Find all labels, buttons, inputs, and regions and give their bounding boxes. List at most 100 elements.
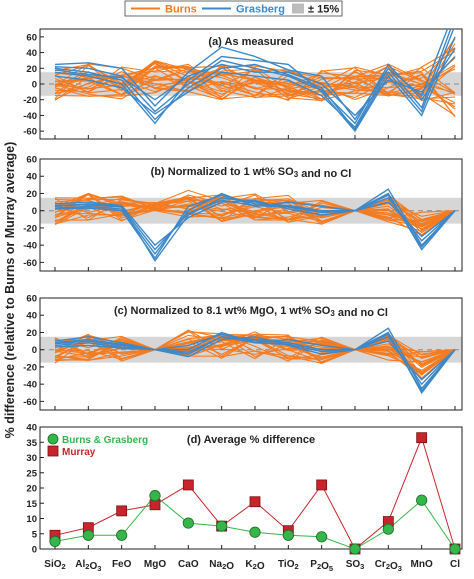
grasberg-series-line-4 — [54, 194, 456, 251]
grasberg-series-line-1 — [54, 192, 456, 255]
y-tick-label-2: 10 — [26, 514, 37, 525]
panel-title-a: (a) As measured — [208, 36, 293, 48]
y-tick-label-4: 20 — [26, 189, 37, 200]
y-tick-label-2: -20 — [23, 95, 37, 106]
x-tick-label-10: Cr2O3 — [375, 559, 402, 573]
burns-grasberg-point-6 — [249, 526, 261, 538]
burns-grasberg-point-9 — [349, 543, 361, 555]
panel-c: -60 -40 -20 0 20 40 60 (c) Normalized to 8.1 wt… — [23, 294, 463, 411]
x-tick-label-4: CaO — [178, 559, 199, 570]
y-tick-label-2: -20 — [23, 362, 37, 373]
y-tick-label-6: 60 — [26, 294, 37, 305]
y-tick-label-7: 35 — [26, 438, 37, 449]
panel-title-c: (c) Normalized to 8.1 wt% MgO, 1 wt% SO3… — [114, 305, 388, 319]
x-tick-label-5: Na2O — [209, 559, 234, 572]
y-tick-label-0: -60 — [23, 127, 37, 138]
grasberg-series-line-3 — [54, 194, 456, 260]
burns-series-line — [54, 333, 456, 371]
burns-series-line — [54, 193, 456, 223]
burns-series-line — [54, 195, 456, 230]
x-tick-label-0: SiO2 — [44, 559, 65, 571]
y-axis-label: % difference (relative to Burns or Murra… — [3, 142, 17, 439]
grasberg-series-line-1 — [54, 29, 455, 131]
grasberg-series-line-2 — [54, 327, 456, 390]
legend-band-swatch — [292, 3, 304, 14]
y-tick-label-5: 40 — [26, 172, 37, 183]
grasberg-series-line-2 — [54, 188, 456, 247]
y-tick-label-4: 20 — [26, 64, 37, 75]
y-tick-label-2: -20 — [23, 223, 37, 234]
murray-point-4 — [182, 479, 194, 491]
x-tick-label-1: Al2O3 — [75, 559, 101, 573]
y-tick-label-0: -60 — [23, 397, 37, 408]
y-tick-label-8: 40 — [26, 423, 37, 434]
grasberg-series-line-4 — [54, 56, 456, 117]
murray-point-8 — [316, 479, 328, 491]
burns-series-line — [54, 204, 456, 236]
y-tick-label-4: 20 — [26, 484, 37, 495]
x-tick-label-11: MnO — [411, 559, 433, 570]
murray-point-2 — [116, 505, 128, 517]
legend-grasberg-label: Grasberg — [236, 4, 285, 16]
y-tick-label-4: 20 — [26, 328, 37, 339]
y-tick-label-6: 60 — [26, 155, 37, 166]
y-tick-label-3: 0 — [32, 345, 37, 356]
y-tick-label-5: 40 — [26, 311, 37, 322]
burns-series-line — [54, 192, 456, 231]
plot-frame — [39, 158, 463, 272]
y-tick-label-3: 0 — [32, 206, 37, 217]
legend-d-red-label: Murray — [62, 447, 96, 458]
y-tick-label-3: 0 — [32, 80, 37, 91]
burns-grasberg-point-5 — [216, 520, 228, 532]
burns-grasberg-point-2 — [116, 529, 128, 541]
y-tick-label-3: 15 — [26, 499, 37, 510]
y-tick-label-5: 40 — [26, 48, 37, 59]
grasberg-series-line-3 — [54, 333, 456, 381]
burns-grasberg-point-3 — [149, 490, 161, 502]
burns-grasberg-point-4 — [182, 517, 194, 529]
panel-title-b: (b) Normalized to 1 wt% SO3 and no Cl — [151, 166, 352, 180]
burns-grasberg-point-7 — [282, 529, 294, 541]
plot-frame — [39, 297, 463, 411]
y-tick-label-1: -40 — [23, 241, 37, 252]
x-tick-label-6: K2O — [245, 559, 264, 572]
grasberg-series-line-5 — [54, 29, 452, 129]
burns-series-line — [54, 201, 456, 232]
grasberg-series-line-4 — [54, 333, 456, 393]
panel-d: 0 5 10 15 20 25 30 35 40 (d) Average % difference… — [26, 423, 463, 573]
murray-point-6 — [249, 496, 261, 508]
legend-d-green-marker — [47, 433, 59, 445]
x-tick-label-7: TiO2 — [278, 559, 299, 571]
series-lines — [54, 29, 456, 133]
series-lines — [54, 188, 456, 262]
grasberg-series-line-0 — [54, 331, 456, 395]
series-lines — [54, 327, 456, 395]
legend-d-green-label: Burns & Grasberg — [62, 435, 148, 446]
x-tick-label-12: Cl — [450, 559, 460, 570]
legend-d-red-marker — [47, 445, 59, 457]
x-tick-label-3: MgO — [144, 559, 166, 570]
burns-grasberg-point-1 — [82, 529, 94, 541]
burns-grasberg-point-12 — [449, 543, 461, 555]
y-tick-label-1: -40 — [23, 380, 37, 391]
burns-series-line — [54, 43, 456, 97]
x-tick-label-9: SO3 — [346, 559, 365, 571]
panel-title-d: (d) Average % difference — [187, 434, 315, 446]
legend-band-label: ± 15% — [308, 4, 339, 16]
burns-grasberg-point-8 — [316, 531, 328, 543]
y-tick-label-5: 25 — [26, 468, 37, 479]
burns-series-line — [54, 194, 456, 227]
burns-grasberg-point-0 — [49, 535, 61, 547]
top-legend: Burns Grasberg ± 15% — [124, 0, 343, 17]
x-tick-label-2: FeO — [112, 559, 132, 570]
grasberg-series-line-2 — [54, 36, 456, 133]
y-tick-label-1: 5 — [32, 529, 38, 540]
grasberg-series-line-3 — [54, 48, 456, 125]
burns-grasberg-point-10 — [382, 523, 394, 535]
legend-box — [124, 0, 343, 17]
murray-point-11 — [416, 432, 428, 444]
burns-grasberg-point-11 — [416, 494, 428, 506]
y-tick-label-0: 0 — [32, 545, 37, 556]
y-tick-label-0: -60 — [23, 258, 37, 269]
